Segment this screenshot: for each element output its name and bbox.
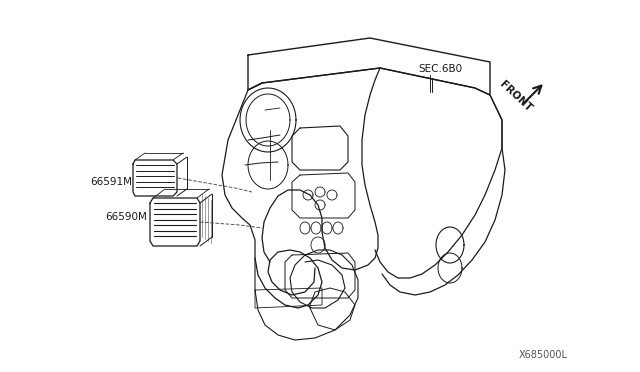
Text: SEC.6B0: SEC.6B0 (418, 64, 462, 74)
Text: 66591M: 66591M (90, 177, 132, 187)
Text: FRONT: FRONT (498, 80, 534, 114)
Text: 66590M: 66590M (105, 212, 147, 222)
Text: X685000L: X685000L (519, 350, 568, 360)
